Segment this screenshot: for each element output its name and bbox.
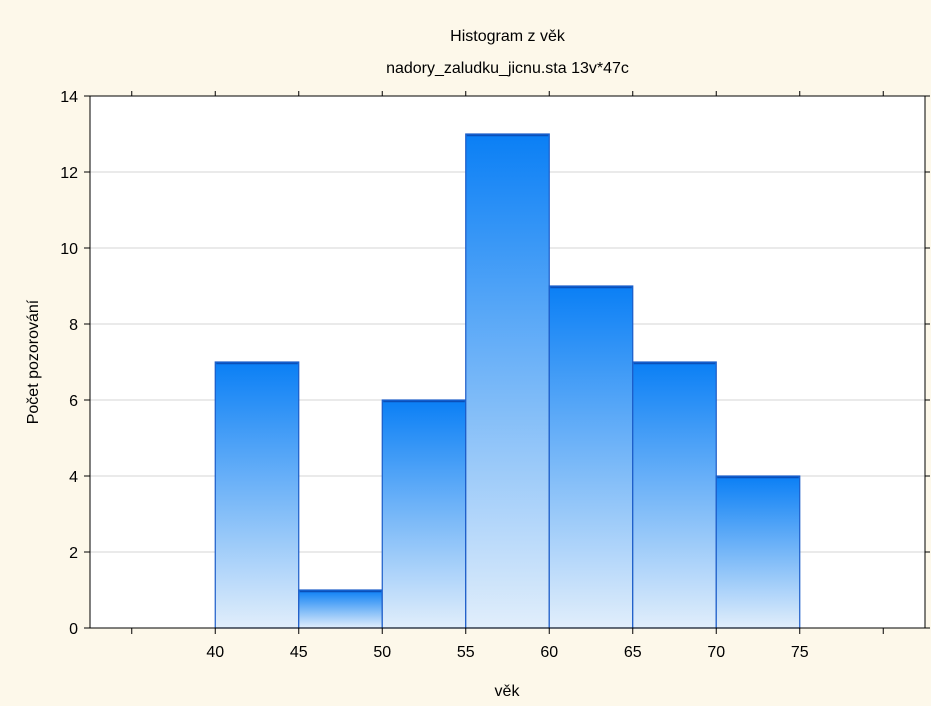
x-tick-label: 40	[206, 644, 224, 661]
x-tick-label: 65	[624, 644, 642, 661]
plot-border	[89, 95, 926, 629]
tick-labels: 0 2 4 6 8 10 12 14 40 45 50 55 60 65 70 75	[60, 89, 809, 661]
histogram-bar	[298, 589, 383, 629]
histogram-bar	[465, 133, 550, 629]
y-tick-label: 10	[60, 241, 78, 258]
y-tick-label: 14	[60, 89, 78, 106]
x-tick-label: 60	[540, 644, 558, 661]
histogram-bar	[632, 361, 717, 629]
x-tick-label: 75	[791, 644, 809, 661]
bars	[214, 133, 801, 629]
y-tick-label: 6	[69, 393, 78, 410]
chart-subtitle: nadory_zaludku_jicnu.sta 13v*47c	[386, 60, 629, 77]
histogram-bar	[214, 361, 300, 629]
y-tick-label: 2	[69, 545, 78, 562]
y-axis-label: Počet pozorování	[25, 299, 42, 424]
x-tick-label: 70	[707, 644, 725, 661]
y-tick-label: 0	[69, 621, 78, 638]
y-tick-label: 12	[60, 165, 78, 182]
chart-title: Histogram z věk	[450, 28, 565, 45]
y-tick-label: 4	[69, 469, 78, 486]
histogram-bar	[381, 399, 467, 629]
x-tick-label: 50	[373, 644, 391, 661]
y-tick-label: 8	[69, 317, 78, 334]
x-axis-label: věk	[495, 683, 521, 700]
histogram-bar	[715, 475, 801, 629]
histogram-bar	[548, 285, 634, 629]
ticks	[84, 91, 930, 634]
x-tick-label: 55	[457, 644, 475, 661]
x-tick-label: 45	[290, 644, 308, 661]
